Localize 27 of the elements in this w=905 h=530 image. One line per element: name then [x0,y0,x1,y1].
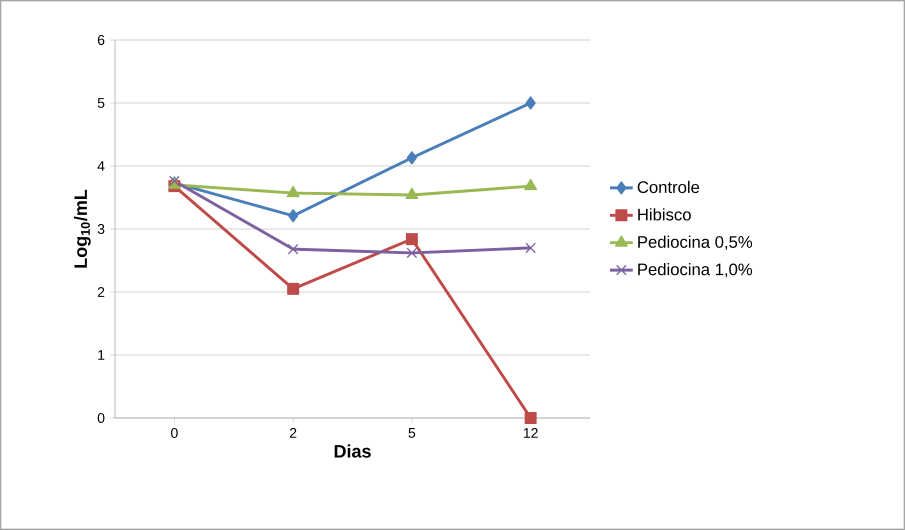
x-tick-label: 5 [408,428,416,438]
legend-label: Hibisco [638,208,691,220]
y-tick-label: 3 [98,224,104,234]
x-axis-title: Dias [334,444,371,458]
y-tick-label: 4 [97,161,105,171]
x-tick-label: 0 [171,428,178,438]
y-tick-label: 5 [98,98,104,108]
point [406,248,418,258]
point [524,412,537,424]
y-tick-label: 1 [98,350,104,360]
point [525,242,536,254]
legend-label: Pediocina 1,0% [638,263,752,278]
point [406,151,418,164]
point [287,282,300,295]
x-tick-label: 12 [524,428,538,438]
point [288,209,298,222]
y-tick-label: 2 [98,287,104,297]
legend-label: Pediocina 0,5% [638,236,752,250]
point [169,176,180,186]
x-tick-label: 2 [290,428,296,438]
y-tick-label: 6 [98,35,104,45]
legend-label: Controle [638,180,700,194]
point [525,96,536,110]
point [288,244,299,255]
y-tick-label: 0 [98,413,104,423]
point [406,233,418,246]
y-axis-title: Log$_{10}$/mL [74,190,91,268]
